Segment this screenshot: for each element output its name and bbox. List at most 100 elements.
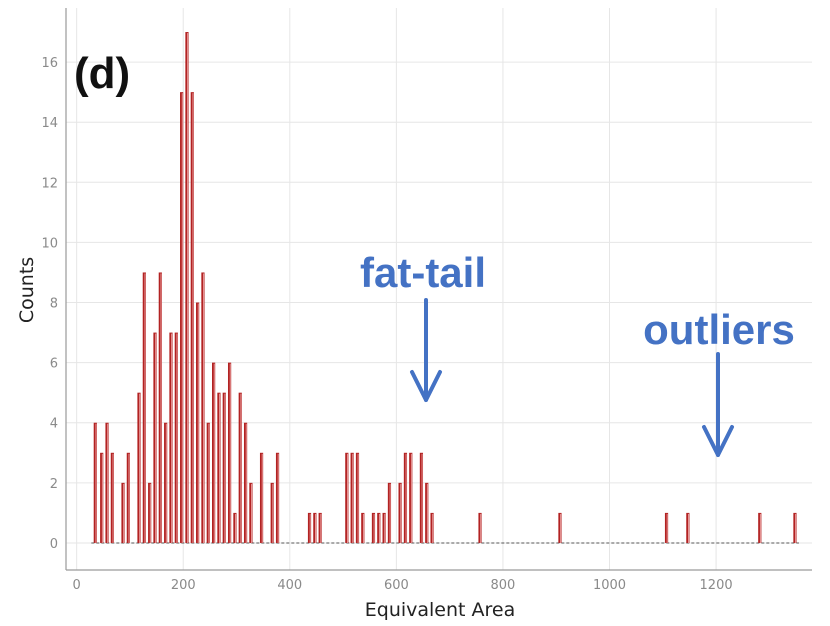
histogram-bar — [478, 512, 482, 543]
histogram-bar — [249, 482, 253, 543]
histogram-bar-highlight — [378, 513, 380, 543]
y-tick-label: 16 — [41, 56, 58, 71]
histogram-bar — [174, 332, 178, 543]
histogram-bar-highlight — [144, 273, 146, 543]
histogram-bar-highlight — [155, 333, 157, 543]
histogram-bar-highlight — [128, 453, 130, 543]
histogram-bar — [222, 392, 226, 543]
histogram-bar-highlight — [213, 363, 215, 543]
histogram-bar — [110, 452, 114, 543]
histogram-bar-highlight — [95, 423, 97, 543]
histogram-bar-highlight — [176, 333, 178, 543]
histogram-bar-highlight — [112, 453, 114, 543]
histogram-bar — [190, 92, 194, 543]
histogram-bar-highlight — [139, 393, 141, 543]
histogram-bar — [217, 392, 221, 543]
histogram-bar-highlight — [245, 423, 247, 543]
y-tick-label: 8 — [50, 297, 58, 312]
histogram-bar — [403, 452, 408, 543]
histogram-bar-highlight — [197, 303, 199, 543]
histogram-bar — [686, 512, 690, 543]
histogram-bar — [558, 512, 562, 543]
grid-layer — [66, 8, 812, 570]
histogram-bar — [313, 512, 317, 543]
histogram-bar-highlight — [795, 513, 797, 543]
histogram-bar — [126, 452, 130, 543]
histogram-bar-highlight — [277, 453, 279, 543]
histogram-bar-highlight — [149, 483, 151, 543]
y-tick-label: 0 — [50, 537, 58, 552]
histogram-bar — [259, 452, 264, 543]
histogram-bar-highlight — [357, 453, 359, 543]
plot-frame — [65, 8, 812, 571]
histogram-bar-highlight — [560, 513, 562, 543]
histogram-bar — [270, 482, 274, 543]
histogram-bar — [206, 422, 210, 543]
histogram-bar-highlight — [315, 513, 316, 543]
histogram-bar — [425, 482, 429, 543]
histogram-bar — [105, 422, 109, 543]
histogram-bar-highlight — [272, 483, 274, 543]
histogram-bar-highlight — [410, 453, 412, 543]
histogram-bar — [196, 302, 200, 543]
histogram-bar — [377, 512, 381, 543]
histogram-bar — [164, 422, 168, 543]
histogram-bar-highlight — [224, 393, 226, 543]
histogram-bar — [409, 452, 413, 543]
histogram-bar-highlight — [426, 483, 428, 543]
histogram-bar-highlight — [362, 513, 364, 543]
histogram-bar — [350, 452, 354, 543]
histogram-bar-highlight — [432, 513, 434, 543]
histogram-bar-highlight — [107, 423, 109, 543]
histogram-bar-highlight — [309, 513, 311, 543]
y-tick-label: 6 — [50, 357, 58, 372]
x-tick-label: 600 — [384, 578, 409, 593]
histogram-bar-highlight — [405, 453, 407, 543]
histogram-bar — [142, 272, 146, 543]
histogram-bar-highlight — [759, 513, 761, 543]
histogram-bar — [793, 512, 797, 543]
x-axis-title: Equivalent Area — [365, 599, 516, 621]
histogram-bar — [227, 362, 232, 543]
histogram-bar — [371, 512, 376, 543]
histogram-bar — [153, 332, 157, 543]
histogram-bar-highlight — [384, 513, 386, 543]
histogram-bar — [158, 272, 162, 543]
histogram-bar — [121, 482, 125, 543]
histogram-bar — [318, 512, 322, 543]
histogram-bar-highlight — [192, 93, 194, 543]
x-tick-label: 1000 — [593, 578, 626, 593]
histogram-bar-highlight — [203, 273, 205, 543]
tick-labels: 0 200 400 600 800 1000 1200 0 2 4 6 8 10 12 14 16 — [41, 56, 732, 593]
histogram-bar — [345, 452, 349, 543]
histogram-bar-highlight — [165, 423, 167, 543]
histogram-bar — [93, 422, 97, 543]
histogram-bar-highlight — [240, 393, 242, 543]
histogram-bar — [355, 452, 360, 543]
histogram-bar — [212, 362, 216, 543]
histogram-bar — [275, 452, 280, 543]
x-tick-label: 800 — [491, 578, 516, 593]
histogram-bar — [148, 482, 152, 543]
annotation-layer: fat-tail outliers — [360, 249, 795, 457]
histogram-bar — [238, 392, 242, 543]
histogram-bar-highlight — [400, 483, 402, 543]
annotation-arrow-head — [702, 425, 734, 457]
x-tick-label: 400 — [277, 578, 302, 593]
histogram-bar — [361, 512, 365, 543]
histogram-bar — [387, 482, 392, 543]
y-tick-label: 12 — [41, 176, 58, 191]
histogram-bar-highlight — [352, 453, 354, 543]
histogram-bar — [664, 512, 669, 543]
histogram-bar — [398, 482, 402, 543]
histogram-bar — [137, 392, 141, 543]
y-tick-label: 14 — [41, 116, 58, 131]
y-tick-label: 10 — [41, 236, 58, 251]
histogram-bar — [382, 512, 386, 543]
fat-tail-label: fat-tail — [360, 249, 486, 296]
histogram-bar-highlight — [320, 513, 322, 543]
histogram-bar-highlight — [229, 363, 231, 543]
y-tick-label: 4 — [50, 417, 58, 432]
